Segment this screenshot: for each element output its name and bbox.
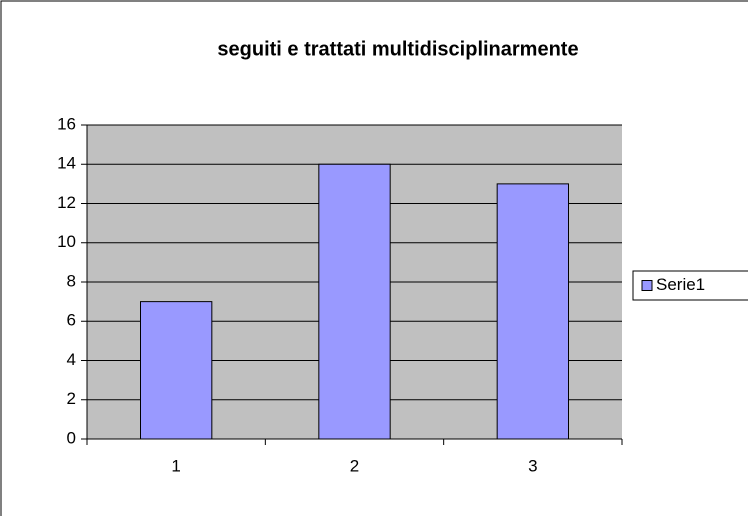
y-tick-label: 6 (67, 311, 76, 330)
x-tick-label: 2 (350, 456, 359, 475)
y-tick-label: 2 (67, 389, 76, 408)
y-tick-label: 14 (57, 154, 76, 173)
x-tick-label: 1 (171, 456, 180, 475)
chart-title: seguiti e trattati multidisciplinarmente (217, 38, 578, 60)
y-tick-label: 16 (57, 114, 76, 133)
bar (496, 183, 569, 440)
y-tick-label: 8 (67, 271, 76, 290)
y-tick-label: 4 (67, 350, 76, 369)
y-tick-label: 0 (67, 428, 76, 447)
bar (140, 301, 213, 440)
y-tick-label: 10 (57, 232, 76, 251)
legend-label: Serie1 (656, 275, 705, 294)
bar (318, 163, 391, 440)
legend-swatch (641, 280, 653, 291)
x-tick-label: 3 (528, 456, 537, 475)
y-tick-label: 12 (57, 193, 76, 212)
